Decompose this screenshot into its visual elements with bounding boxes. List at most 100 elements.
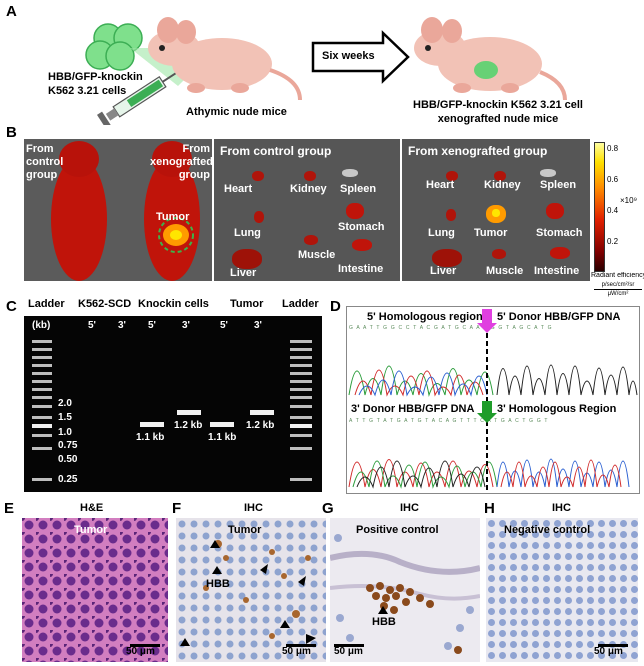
magenta-arrow-icon: [477, 309, 497, 333]
organ-label: Spleen: [540, 179, 577, 191]
lane-label: 5': [220, 320, 228, 331]
organ-label: Spleen: [340, 183, 377, 195]
sequence-bottom: A T T G T A T G A T G T A C A G T T T C …: [349, 418, 549, 424]
scale-bar: [334, 644, 364, 647]
colorbar-tick: 0.8: [607, 144, 619, 153]
colorbar-tick: 0.4: [607, 206, 619, 215]
scale-label: 50 μm: [334, 646, 363, 657]
gel-band: [210, 422, 234, 427]
colorbar-tick: 0.2: [607, 237, 619, 246]
ladder-mark: 1.0: [58, 427, 72, 438]
negative-tag: Negative control: [504, 524, 591, 536]
gel-band: [177, 410, 201, 415]
cells-label: HBB/GFP-knockin K562 3.21 cells: [48, 71, 143, 97]
gel-band: [250, 410, 274, 415]
organ-label: Liver: [430, 265, 457, 277]
ladder-mark: 1.5: [58, 412, 72, 423]
from-xeno-label: From xenografted group: [150, 143, 212, 181]
panel-a-illustration: [85, 17, 567, 125]
scale-bar: [286, 644, 316, 647]
panel-g-title: IHC: [400, 502, 419, 514]
arrow-label: Six weeks: [322, 50, 375, 62]
organ-label: Intestine: [534, 265, 580, 277]
ladder-mark: 0.50: [58, 454, 78, 465]
top-left-label: 5' Homologous region: [367, 311, 483, 323]
panel-g-label: G: [322, 500, 334, 517]
mouse-icon: [148, 17, 302, 101]
gel-band: [140, 422, 164, 427]
gel-header: Knockin cells: [138, 298, 209, 310]
result-label: HBB/GFP-knockin K562 3.21 cell xenograft…: [413, 99, 583, 125]
chromatogram-panel: 5' Homologous region 5' Donor HBB/GFP DN…: [346, 306, 640, 494]
lane-label: 3': [254, 320, 262, 331]
scale-label: 50 μm: [282, 646, 311, 657]
sequence-top: G A A T T G G C C T A C G A T G C A A G …: [349, 325, 553, 331]
ladder-left: [32, 340, 52, 481]
organ-label: Intestine: [338, 263, 384, 275]
gel-image: (kb) 5' 3' 5' 3' 5' 3': [24, 316, 322, 492]
organ-label: Stomach: [536, 227, 583, 239]
xeno-organs-image: From xenografted group Heart Kidney Sple…: [402, 139, 590, 281]
scale-bar: [130, 644, 160, 647]
organ-label: Muscle: [486, 265, 524, 277]
ihc-tumor-image: Tumor HBB 50 μm: [176, 518, 326, 662]
panel-a-label: A: [6, 3, 17, 20]
mouse-icon: [414, 17, 567, 101]
organ-label: Tumor: [474, 227, 508, 239]
panel-e-title: H&E: [80, 502, 104, 514]
panel-b-label: B: [6, 124, 17, 141]
gel-header: K562-SCD: [78, 298, 132, 310]
tumor-label: Tumor: [156, 211, 190, 223]
bottom-left-label: 3' Donor HBB/GFP DNA: [351, 403, 475, 415]
colorbar-tick: 0.6: [607, 175, 619, 184]
panel-h-label: H: [484, 500, 495, 517]
control-title: From control group: [220, 144, 332, 158]
he-image: Tumor 50 μm: [22, 518, 168, 662]
panel-d-label: D: [330, 298, 341, 315]
hbb-label: HBB: [206, 578, 230, 590]
colorbar-units: p/sec/cm²/sr μW/cm²: [594, 281, 642, 298]
organ-label: Kidney: [290, 183, 327, 195]
lane-label: 3': [182, 320, 190, 331]
panel-c-label: C: [6, 298, 17, 315]
tumor-tag: Tumor: [228, 524, 262, 536]
organ-label: Muscle: [298, 249, 336, 261]
organ-label: Lung: [428, 227, 455, 239]
ladder-mark: 0.75: [58, 440, 78, 451]
band-label: 1.2 kb: [174, 420, 203, 431]
scale-label: 50 μm: [594, 646, 623, 657]
ladder-right: [290, 340, 312, 481]
band-label: 1.2 kb: [246, 420, 275, 431]
arrow-icon: [311, 30, 410, 84]
tumor-tag: Tumor: [74, 524, 108, 536]
lane-label: 3': [118, 320, 126, 331]
organ-label: Liver: [230, 267, 257, 279]
xeno-title: From xenografted group: [408, 144, 548, 158]
colorbar: [594, 142, 605, 272]
green-arrow-icon: [477, 401, 497, 423]
lane-label: 5': [148, 320, 156, 331]
band-label: 1.1 kb: [208, 432, 237, 443]
whole-body-image: From control group From xenografted grou…: [24, 139, 212, 281]
ihc-negative-image: Negative control 50 μm: [486, 518, 638, 662]
top-right-label: 5' Donor HBB/GFP DNA: [497, 311, 621, 323]
lane-label: 5': [88, 320, 96, 331]
arrowhead-icon: [378, 606, 388, 614]
colorbar-exponent: ×10⁹: [620, 196, 637, 205]
hbb-label: HBB: [372, 616, 396, 628]
panel-f-title: IHC: [244, 502, 263, 514]
panel-h-title: IHC: [552, 502, 571, 514]
gel-header: Ladder: [28, 298, 65, 310]
ladder-mark: 0.25: [58, 474, 78, 485]
arrowhead-icon: [180, 540, 316, 646]
gel-header: Ladder: [282, 298, 319, 310]
kb-label: (kb): [32, 320, 51, 331]
from-control-label: From control group: [26, 143, 64, 181]
hbb-cluster: [366, 582, 462, 654]
ihc-positive-image: Positive control HBB 50 μm: [330, 518, 480, 662]
syringe-icon: [96, 67, 185, 125]
mice-label: Athymic nude mice: [186, 106, 287, 118]
positive-tag: Positive control: [356, 524, 439, 536]
colorbar-title: Radiant efficiency: [591, 272, 644, 279]
gel-header: Tumor: [230, 298, 264, 310]
